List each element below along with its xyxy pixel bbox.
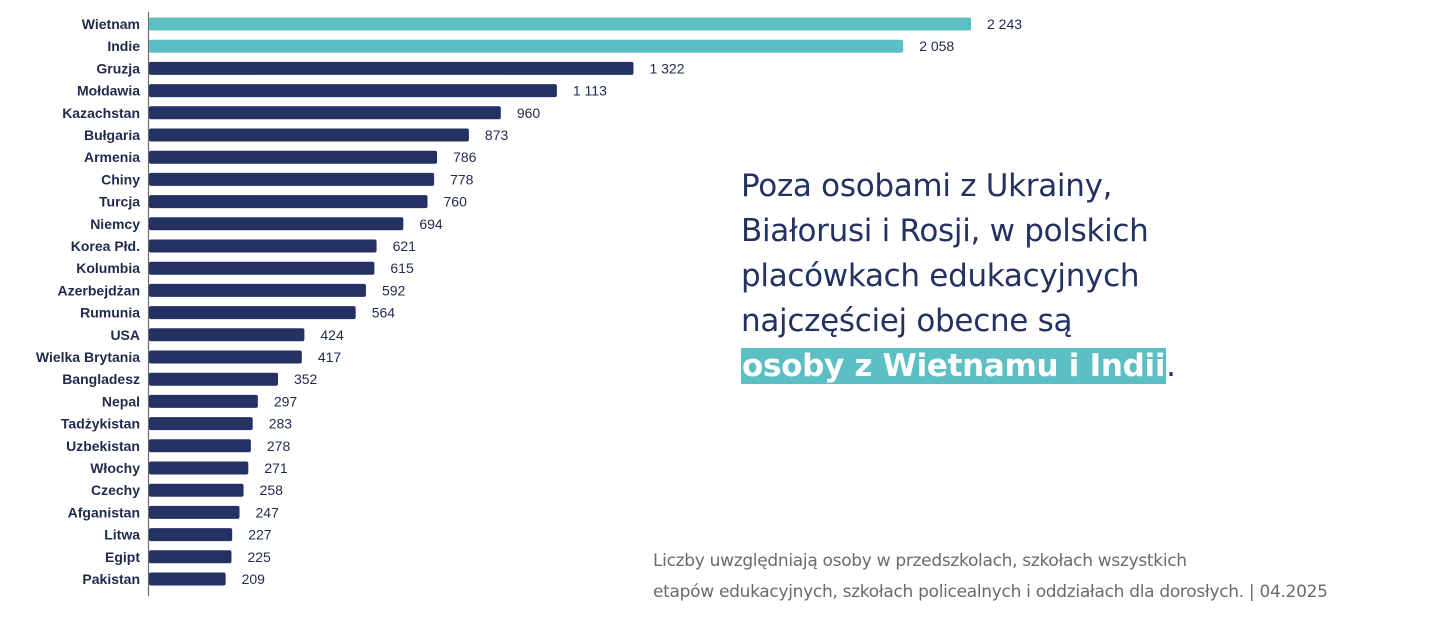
category-label: Kolumbia — [76, 260, 140, 276]
bar — [149, 306, 356, 320]
value-label: 247 — [256, 504, 280, 520]
value-label: 786 — [453, 149, 477, 165]
bar — [149, 350, 302, 364]
bar — [149, 84, 557, 98]
headline-line-1: Poza osobami z Ukrainy, — [741, 168, 1113, 204]
headline-end: . — [1166, 348, 1176, 384]
category-label: Litwa — [104, 527, 140, 543]
bar — [149, 439, 251, 453]
category-label: Rumunia — [80, 305, 140, 321]
category-label: Uzbekistan — [66, 438, 140, 454]
value-label: 760 — [444, 194, 468, 210]
value-label: 352 — [294, 371, 318, 387]
bar — [149, 328, 305, 342]
footnote-line-2: etapów edukacyjnych, szkołach policealny… — [653, 582, 1328, 602]
category-label: Bułgaria — [84, 127, 140, 143]
value-label: 278 — [267, 438, 291, 454]
category-label: Niemcy — [90, 216, 140, 232]
category-label: Nepal — [102, 393, 140, 409]
bar-highlighted — [149, 17, 971, 31]
value-label: 227 — [248, 527, 272, 543]
value-label: 564 — [372, 305, 396, 321]
value-label: 592 — [382, 282, 406, 298]
bar — [149, 106, 501, 120]
bar — [149, 195, 428, 209]
footnote-line-1: Liczby uwzględniają osoby w przedszkolac… — [653, 551, 1187, 571]
value-label: 297 — [274, 393, 298, 409]
bar — [149, 417, 253, 431]
category-label: Włochy — [90, 460, 140, 476]
bars-group: Wietnam 2 243 Indie 2 058 Gruzja 1 322 Mołdawi… — [36, 16, 1022, 587]
value-label: 694 — [419, 216, 443, 232]
headline-line-4: najczęściej obecne są — [741, 303, 1073, 339]
value-label: 778 — [450, 171, 474, 187]
bar — [149, 61, 634, 75]
headline-highlight: osoby z Wietnamu i Indii — [741, 348, 1167, 384]
headline: Poza osobami z Ukrainy, Białorusi i Rosj… — [741, 164, 1261, 389]
bar — [149, 550, 232, 564]
value-label: 960 — [517, 105, 541, 121]
value-label: 209 — [242, 571, 266, 587]
value-label: 1 113 — [573, 83, 607, 99]
value-label: 1 322 — [649, 60, 684, 76]
bar — [149, 128, 469, 142]
category-label: USA — [110, 327, 140, 343]
bar — [149, 261, 375, 275]
category-label: Afganistan — [68, 504, 140, 520]
bar — [149, 239, 377, 253]
bar — [149, 372, 278, 386]
bar — [149, 505, 240, 519]
bar — [149, 283, 366, 297]
bar — [149, 528, 233, 542]
category-label: Azerbejdżan — [58, 282, 140, 298]
value-label: 2 243 — [987, 16, 1022, 32]
bar — [149, 217, 404, 231]
category-label: Gruzja — [96, 60, 140, 76]
bar-chart: Wietnam 2 243 Indie 2 058 Gruzja 1 322 Mołdawi… — [36, 12, 1022, 596]
value-label: 621 — [393, 238, 417, 254]
category-label: Korea Płd. — [71, 238, 140, 254]
category-label: Tadżykistan — [61, 416, 140, 432]
value-label: 283 — [269, 416, 293, 432]
bar — [149, 172, 435, 186]
category-label: Czechy — [91, 482, 140, 498]
category-label: Pakistan — [82, 571, 140, 587]
bar-highlighted — [149, 39, 904, 53]
value-label: 271 — [264, 460, 288, 476]
value-label: 225 — [247, 549, 271, 565]
bar — [149, 483, 244, 497]
headline-line-3: placówkach edukacyjnych — [741, 258, 1140, 294]
category-label: Kazachstan — [62, 105, 140, 121]
bar — [149, 572, 226, 586]
bar — [149, 394, 258, 408]
category-label: Bangladesz — [62, 371, 140, 387]
value-label: 873 — [485, 127, 509, 143]
bar — [149, 461, 249, 475]
headline-line-2: Białorusi i Rosji, w polskich — [741, 213, 1149, 249]
value-label: 424 — [320, 327, 344, 343]
value-label: 417 — [318, 349, 342, 365]
category-label: Wietnam — [82, 16, 140, 32]
category-label: Mołdawia — [77, 83, 140, 99]
bar — [149, 150, 438, 164]
footnote: Liczby uwzględniają osoby w przedszkolac… — [653, 546, 1445, 608]
value-label: 258 — [260, 482, 284, 498]
category-label: Egipt — [105, 549, 140, 565]
category-label: Turcja — [99, 194, 140, 210]
category-label: Armenia — [84, 149, 140, 165]
category-label: Wielka Brytania — [36, 349, 140, 365]
value-label: 2 058 — [919, 38, 954, 54]
category-label: Chiny — [101, 171, 140, 187]
value-label: 615 — [390, 260, 414, 276]
category-label: Indie — [107, 38, 140, 54]
